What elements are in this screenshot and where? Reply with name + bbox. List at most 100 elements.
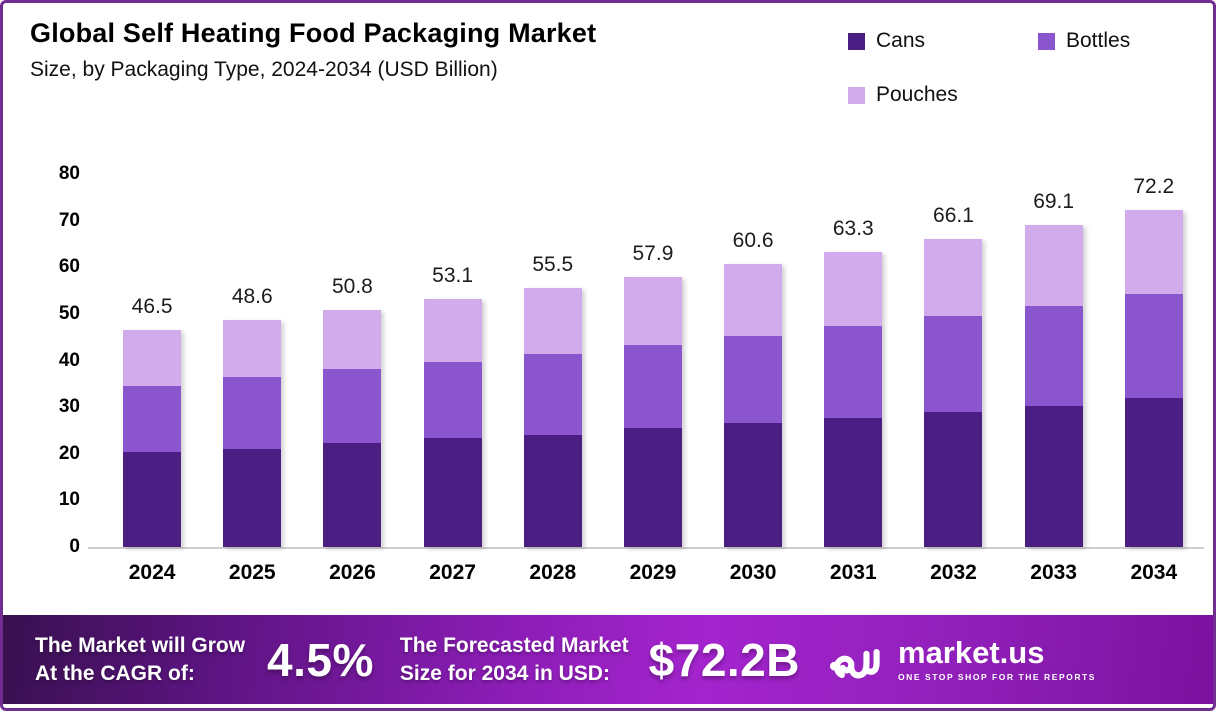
legend-label: Cans bbox=[876, 29, 926, 52]
brand-logo: market.us ONE STOP SHOP FOR THE REPORTS bbox=[830, 637, 1096, 683]
y-axis: 0 10 20 30 40 50 60 70 80 bbox=[34, 3, 80, 708]
legend-item-cans: Cans bbox=[848, 29, 1038, 53]
bar-segment-pouches bbox=[1124, 210, 1183, 295]
bar-total-label: 57.9 bbox=[632, 242, 674, 266]
forecast-value: $72.2B bbox=[648, 633, 800, 686]
bar-group-2033: 69.1 bbox=[1024, 174, 1083, 547]
x-tick-label-2027: 2027 bbox=[429, 561, 476, 584]
bar-segment-bottles bbox=[824, 326, 883, 419]
bar-stack bbox=[323, 310, 382, 547]
y-tick-label: 20 bbox=[58, 442, 80, 464]
brand-tagline: ONE STOP SHOP FOR THE REPORTS bbox=[898, 672, 1096, 682]
y-tick-label: 40 bbox=[58, 349, 80, 371]
x-tick-label-2025: 2025 bbox=[228, 561, 276, 584]
bar-segment-cans bbox=[724, 422, 783, 547]
bar-segment-pouches bbox=[223, 320, 282, 378]
bar-segment-cans bbox=[824, 418, 883, 547]
bar-segment-cans bbox=[924, 411, 983, 547]
bar-segment-pouches bbox=[724, 264, 783, 337]
legend-label: Bottles bbox=[1066, 29, 1131, 52]
y-tick-label: 10 bbox=[58, 489, 80, 511]
bar-stack bbox=[123, 330, 182, 547]
bar-stack bbox=[423, 299, 482, 547]
bar-segment-cans bbox=[323, 442, 382, 547]
bar-segment-bottles bbox=[123, 386, 182, 453]
chart-subtitle: Size, by Packaging Type, 2024-2034 (USD … bbox=[30, 58, 498, 81]
bar-segment-pouches bbox=[523, 288, 582, 354]
x-tick-label-2030: 2030 bbox=[729, 561, 777, 584]
header: Global Self Heating Food Packaging Marke… bbox=[30, 18, 596, 82]
bar-segment-pouches bbox=[623, 277, 682, 345]
x-tick-label-2028: 2028 bbox=[529, 561, 577, 584]
bar-segment-cans bbox=[1024, 406, 1083, 547]
bar-group-2029: 57.9 bbox=[623, 174, 682, 547]
bar-segment-cans bbox=[1124, 397, 1183, 547]
bar-segment-pouches bbox=[924, 238, 983, 317]
x-tick-label-2034: 2034 bbox=[1130, 561, 1178, 584]
bar-segment-bottles bbox=[223, 377, 282, 449]
bar-stack bbox=[1024, 224, 1083, 547]
bar-segment-pouches bbox=[824, 251, 883, 327]
cagr-label-line1: The Market will Grow bbox=[35, 633, 246, 657]
y-tick-label: 80 bbox=[58, 163, 80, 184]
forecast-label-line2: Size for 2034 in USD: bbox=[399, 661, 610, 685]
legend: Cans Bottles Pouches bbox=[848, 29, 1213, 107]
bar-segment-cans bbox=[523, 434, 582, 547]
legend-label: Pouches bbox=[876, 83, 958, 106]
bar-group-2024: 46.5 bbox=[123, 174, 182, 547]
bar-segment-bottles bbox=[423, 362, 482, 439]
x-tick-label-2032: 2032 bbox=[930, 561, 977, 584]
bar-segment-bottles bbox=[924, 316, 983, 412]
bar-group-2025: 48.6 bbox=[223, 174, 282, 547]
bar-total-label: 53.1 bbox=[432, 264, 474, 288]
bar-total-label: 50.8 bbox=[331, 275, 373, 299]
legend-item-bottles: Bottles bbox=[1038, 29, 1213, 53]
bar-total-label: 69.1 bbox=[1033, 189, 1075, 213]
x-tick-label-2031: 2031 bbox=[829, 561, 877, 584]
bar-segment-pouches bbox=[123, 330, 182, 387]
bar-total-label: 72.2 bbox=[1133, 175, 1175, 199]
bar-total-label: 60.6 bbox=[732, 229, 774, 253]
bar-total-label: 63.3 bbox=[832, 216, 874, 240]
cagr-label-line2: At the CAGR of: bbox=[35, 661, 195, 685]
bar-total-label: 46.5 bbox=[131, 295, 173, 319]
x-axis: 2024 2025 2026 2027 2028 2029 2030 2031 2032 2033… bbox=[88, 561, 1204, 585]
x-tick-label-2029: 2029 bbox=[629, 561, 677, 584]
y-tick-label: 0 bbox=[69, 536, 80, 557]
bar-group-2031: 63.3 bbox=[824, 174, 883, 547]
y-tick-label: 60 bbox=[58, 256, 80, 278]
forecast-label-line1: The Forecasted Market bbox=[399, 633, 629, 657]
y-tick-label: 50 bbox=[58, 302, 80, 324]
bar-stack bbox=[824, 251, 883, 547]
chart-title: Global Self Heating Food Packaging Marke… bbox=[30, 18, 597, 48]
bar-stack bbox=[523, 288, 582, 547]
bar-segment-bottles bbox=[523, 353, 582, 435]
y-tick-label: 30 bbox=[58, 396, 80, 418]
bar-segment-cans bbox=[623, 428, 682, 547]
bar-stack bbox=[623, 277, 682, 547]
cagr-label: The Market will Grow At the CAGR of: bbox=[35, 632, 245, 687]
market-us-squiggle-icon bbox=[830, 648, 880, 678]
bar-segment-cans bbox=[423, 438, 482, 547]
plot-area: 46.5 48.6 50.8 53.1 55.5 57.9 60.6 63.3 66.1 69.1… bbox=[88, 174, 1204, 549]
bar-segment-pouches bbox=[323, 310, 382, 370]
bar-total-label: 55.5 bbox=[532, 253, 574, 277]
bar-segment-bottles bbox=[1024, 305, 1083, 407]
bar-stack bbox=[223, 320, 282, 547]
brand-name: market.us bbox=[898, 635, 1045, 670]
legend-swatch bbox=[848, 86, 865, 104]
y-tick-label: 70 bbox=[58, 209, 80, 231]
cagr-value: 4.5% bbox=[267, 633, 374, 686]
bar-group-2028: 55.5 bbox=[523, 174, 582, 547]
bar-group-2030: 60.6 bbox=[724, 174, 783, 547]
bar-stack bbox=[1124, 210, 1183, 547]
bar-segment-bottles bbox=[724, 336, 783, 423]
bar-group-2026: 50.8 bbox=[323, 174, 382, 547]
footer-banner: The Market will Grow At the CAGR of: 4.5… bbox=[3, 615, 1213, 704]
bar-total-label: 66.1 bbox=[933, 203, 974, 227]
bar-total-label: 48.6 bbox=[231, 285, 273, 309]
x-tick-label-2026: 2026 bbox=[329, 561, 376, 584]
bar-segment-cans bbox=[123, 452, 182, 547]
legend-swatch bbox=[1038, 32, 1055, 50]
